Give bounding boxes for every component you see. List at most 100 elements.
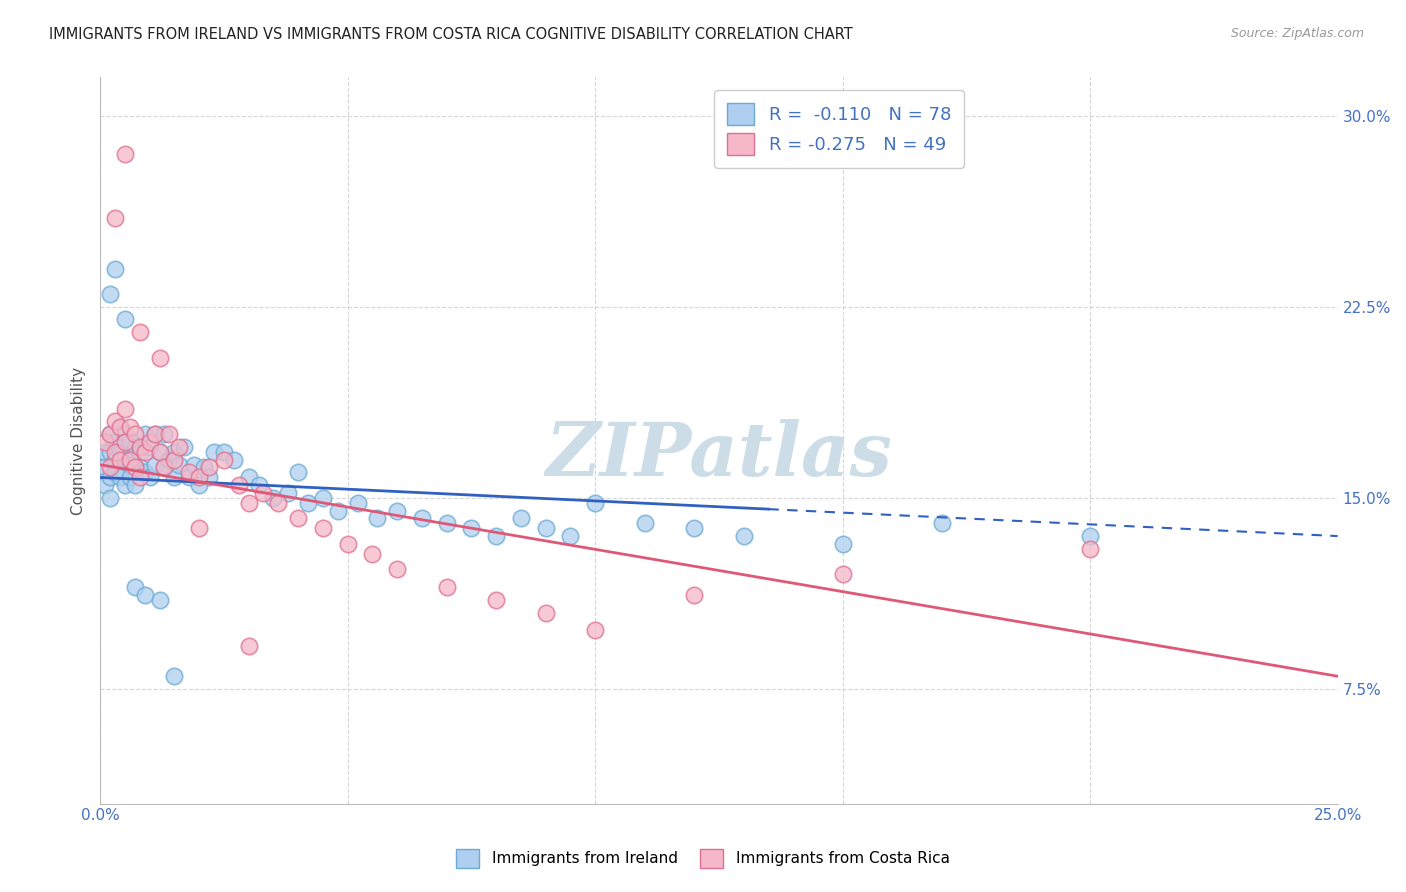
Point	[267, 496, 290, 510]
Point	[124, 460, 146, 475]
Point	[169, 440, 191, 454]
Point	[460, 521, 482, 535]
Point	[385, 562, 408, 576]
Point	[297, 496, 319, 510]
Point	[124, 580, 146, 594]
Point	[143, 427, 166, 442]
Point	[98, 491, 121, 505]
Point	[163, 452, 186, 467]
Point	[202, 445, 225, 459]
Point	[118, 419, 141, 434]
Point	[534, 606, 557, 620]
Point	[173, 440, 195, 454]
Point	[583, 624, 606, 638]
Legend: Immigrants from Ireland, Immigrants from Costa Rica: Immigrants from Ireland, Immigrants from…	[450, 843, 956, 873]
Point	[931, 516, 953, 531]
Point	[238, 470, 260, 484]
Point	[228, 478, 250, 492]
Point	[169, 458, 191, 472]
Point	[114, 147, 136, 161]
Point	[124, 427, 146, 442]
Point	[831, 567, 853, 582]
Point	[179, 470, 201, 484]
Point	[118, 452, 141, 467]
Point	[128, 445, 150, 459]
Point	[128, 440, 150, 454]
Point	[583, 496, 606, 510]
Point	[683, 521, 706, 535]
Point	[159, 427, 181, 442]
Point	[312, 521, 335, 535]
Point	[326, 503, 349, 517]
Point	[509, 511, 531, 525]
Point	[287, 511, 309, 525]
Point	[1078, 541, 1101, 556]
Point	[148, 445, 170, 459]
Point	[143, 458, 166, 472]
Point	[114, 401, 136, 416]
Point	[124, 440, 146, 454]
Point	[104, 211, 127, 225]
Point	[385, 503, 408, 517]
Point	[148, 445, 170, 459]
Point	[143, 427, 166, 442]
Point	[159, 452, 181, 467]
Point	[179, 466, 201, 480]
Point	[183, 458, 205, 472]
Point	[148, 592, 170, 607]
Point	[560, 529, 582, 543]
Point	[134, 588, 156, 602]
Point	[485, 592, 508, 607]
Point	[252, 485, 274, 500]
Point	[163, 470, 186, 484]
Point	[198, 470, 221, 484]
Point	[148, 351, 170, 365]
Y-axis label: Cognitive Disability: Cognitive Disability	[72, 367, 86, 515]
Point	[104, 414, 127, 428]
Point	[108, 419, 131, 434]
Point	[683, 588, 706, 602]
Point	[104, 261, 127, 276]
Point	[98, 460, 121, 475]
Point	[94, 434, 117, 449]
Point	[118, 434, 141, 449]
Point	[193, 460, 215, 475]
Legend: R =  -0.110   N = 78, R = -0.275   N = 49: R = -0.110 N = 78, R = -0.275 N = 49	[714, 90, 963, 168]
Point	[163, 669, 186, 683]
Point	[128, 325, 150, 339]
Point	[114, 427, 136, 442]
Point	[262, 491, 284, 505]
Point	[134, 427, 156, 442]
Point	[212, 445, 235, 459]
Point	[485, 529, 508, 543]
Point	[114, 452, 136, 467]
Point	[633, 516, 655, 531]
Point	[436, 580, 458, 594]
Point	[534, 521, 557, 535]
Point	[287, 466, 309, 480]
Point	[94, 460, 117, 475]
Point	[124, 460, 146, 475]
Point	[188, 470, 211, 484]
Point	[114, 478, 136, 492]
Point	[98, 427, 121, 442]
Point	[366, 511, 388, 525]
Point	[124, 478, 146, 492]
Point	[153, 460, 176, 475]
Point	[134, 445, 156, 459]
Point	[163, 445, 186, 459]
Point	[277, 485, 299, 500]
Point	[118, 458, 141, 472]
Point	[138, 440, 160, 454]
Point	[831, 537, 853, 551]
Point	[94, 445, 117, 459]
Text: ZIPatlas: ZIPatlas	[546, 419, 893, 491]
Point	[247, 478, 270, 492]
Point	[118, 470, 141, 484]
Point	[134, 466, 156, 480]
Point	[411, 511, 433, 525]
Point	[188, 478, 211, 492]
Point	[114, 312, 136, 326]
Point	[336, 537, 359, 551]
Point	[1078, 529, 1101, 543]
